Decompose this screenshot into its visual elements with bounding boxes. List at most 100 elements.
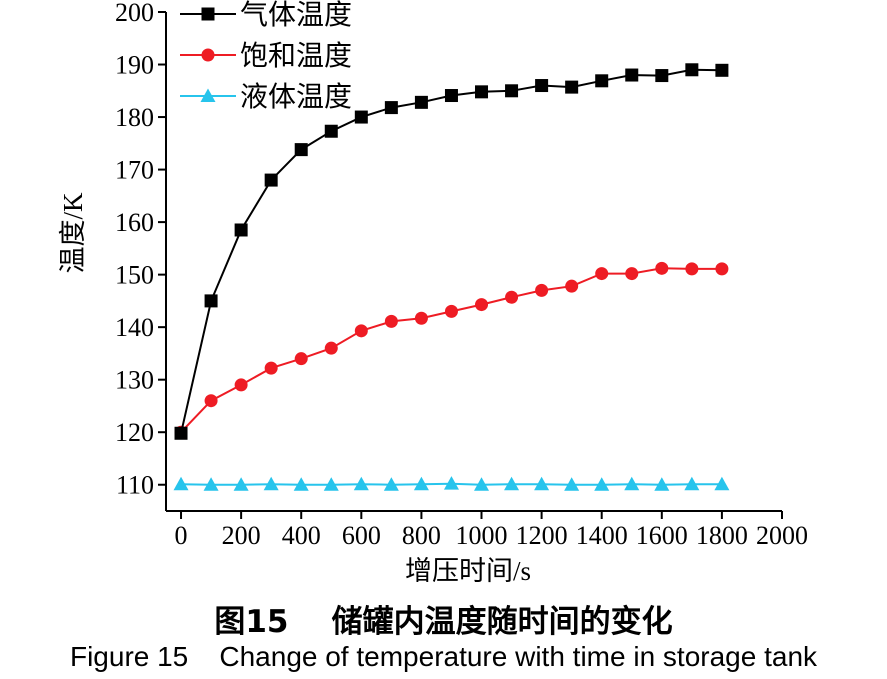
legend-marker: [201, 48, 215, 62]
series-circle: [174, 261, 729, 439]
y-tick-label: 110: [116, 471, 154, 500]
data-point: [353, 476, 369, 491]
data-point: [204, 394, 218, 408]
data-point: [173, 476, 189, 491]
data-point: [505, 290, 519, 304]
x-tick-label: 1200: [516, 521, 568, 550]
data-point: [475, 85, 489, 99]
legend-label: 饱和温度: [240, 40, 352, 71]
x-tick-label: 1600: [636, 521, 688, 550]
y-tick-label: 180: [115, 103, 154, 132]
data-point: [384, 314, 398, 328]
data-point: [505, 84, 519, 98]
y-tick-label: 130: [115, 366, 154, 395]
series-layer: [173, 63, 730, 491]
data-point: [535, 79, 549, 93]
data-point: [565, 80, 579, 94]
data-point: [685, 63, 699, 77]
data-point: [414, 95, 428, 109]
x-tick-label: 200: [222, 521, 261, 550]
legend-marker: [200, 88, 216, 102]
data-point: [234, 378, 248, 392]
x-tick-label: 1800: [696, 521, 748, 550]
data-point: [414, 311, 428, 325]
data-point: [294, 352, 308, 366]
data-point: [474, 477, 490, 491]
y-tick-label: 120: [115, 418, 154, 447]
x-tick-label: 2000: [756, 521, 808, 550]
data-point: [383, 477, 399, 491]
data-point: [475, 298, 489, 312]
data-point: [715, 63, 729, 77]
data-point: [624, 476, 640, 491]
data-point: [354, 324, 368, 338]
data-point: [714, 476, 730, 491]
data-point: [655, 261, 669, 275]
data-point: [264, 361, 278, 375]
data-point: [535, 283, 549, 297]
series-line: [180, 68, 722, 434]
data-point: [564, 477, 580, 491]
y-tick-label: 170: [115, 156, 154, 185]
data-point: [174, 426, 188, 440]
data-point: [534, 476, 550, 491]
data-point: [625, 267, 639, 281]
legend-marker: [201, 7, 215, 21]
data-point: [595, 74, 609, 88]
data-point: [264, 173, 278, 187]
data-point: [323, 477, 339, 491]
x-tick-label: 800: [402, 521, 441, 550]
data-point: [655, 69, 669, 83]
x-tick-label: 600: [342, 521, 381, 550]
data-point: [263, 476, 279, 491]
legend-item: 气体温度: [180, 0, 352, 30]
data-point: [444, 304, 458, 318]
x-axis: 0 200 400 600 800 1000 1200 1400 1600 1800 2000: [175, 511, 808, 550]
figure-caption-english: Figure 15 Change of temperature with tim…: [69, 641, 818, 672]
data-point: [354, 110, 368, 124]
y-tick-label: 200: [115, 0, 154, 27]
data-point: [293, 477, 309, 491]
temperature-line-chart: 110 120 130 140 150 160 170 180 190 200 0 200 400 60…: [58, 0, 808, 586]
data-point: [233, 477, 249, 491]
x-tick-label: 1400: [576, 521, 628, 550]
data-point: [234, 223, 248, 237]
data-point: [715, 262, 729, 276]
y-tick-label: 160: [115, 208, 154, 237]
data-point: [565, 279, 579, 293]
data-point: [654, 477, 670, 491]
y-tick-label: 190: [115, 51, 154, 80]
x-tick-label: 0: [175, 521, 188, 550]
data-point: [444, 89, 458, 103]
data-point: [625, 68, 639, 82]
y-tick-label: 140: [115, 313, 154, 342]
data-point: [684, 476, 700, 491]
legend-item: 饱和温度: [180, 40, 352, 71]
data-point: [594, 477, 610, 491]
data-point: [324, 341, 338, 355]
series-square: [174, 63, 729, 440]
data-point: [595, 267, 609, 281]
data-point: [204, 294, 218, 308]
data-point: [504, 476, 520, 491]
x-tick-label: 400: [282, 521, 321, 550]
data-point: [324, 124, 338, 138]
data-point: [203, 477, 219, 491]
y-axis-label: 温度/K: [58, 192, 88, 274]
legend-item: 液体温度: [180, 81, 352, 112]
figure-caption-chinese: 图15 储罐内温度随时间的变化: [214, 604, 673, 640]
data-point: [413, 476, 429, 491]
x-tick-label: 1000: [456, 521, 508, 550]
legend-label: 液体温度: [240, 81, 352, 112]
plot-area: [165, 12, 782, 512]
y-tick-label: 150: [115, 261, 154, 290]
x-axis-label: 增压时间/s: [405, 556, 531, 586]
y-axis: 110 120 130 140 150 160 170 180 190 200: [115, 0, 166, 500]
series-triangle: [173, 476, 730, 491]
data-point: [685, 262, 699, 276]
data-point: [294, 143, 308, 157]
data-point: [384, 101, 398, 115]
series-line: [180, 267, 722, 433]
data-point: [443, 476, 459, 490]
